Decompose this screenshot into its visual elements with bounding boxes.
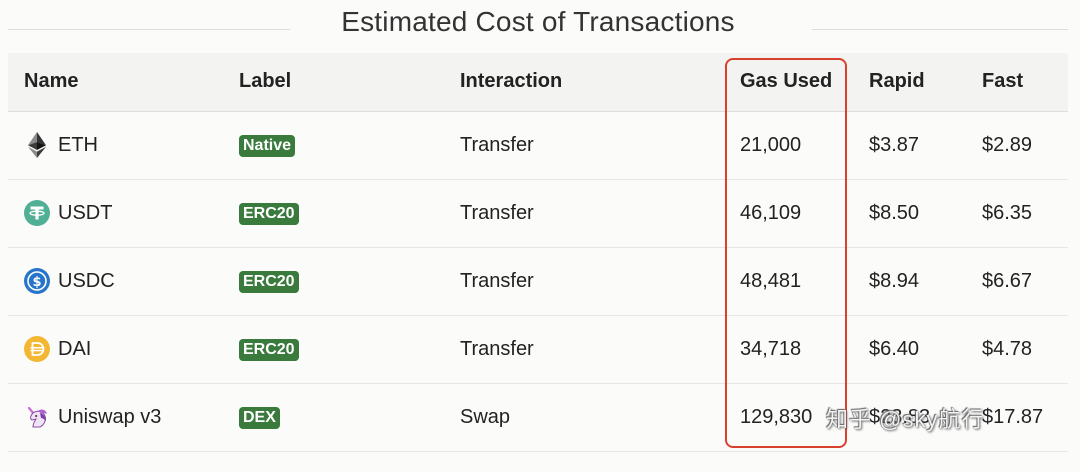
usdt-icon <box>24 200 50 226</box>
column-header-rapid: Rapid <box>853 53 966 112</box>
fast-cell: $6.35 <box>966 179 1068 248</box>
title-divider-right <box>812 29 1068 30</box>
token-name: USDC <box>58 269 115 292</box>
dai-icon <box>24 336 50 362</box>
rapid-cell: $8.50 <box>853 179 966 248</box>
label-cell: ERC20 <box>223 247 444 316</box>
table-row: $ USDC ERC20 Transfer 48,481 $8.94 $6.67 <box>8 247 1068 316</box>
label-badge: ERC20 <box>239 339 299 361</box>
fast-cell: $17.87 <box>966 383 1068 452</box>
label-badge: DEX <box>239 407 280 429</box>
rapid-cell: $3.87 <box>853 111 966 180</box>
interaction-cell: Transfer <box>444 179 724 248</box>
label-badge: ERC20 <box>239 203 299 225</box>
transaction-cost-table: Name Label Interaction Gas Used Rapid Fa… <box>8 53 1068 452</box>
fast-cell: $4.78 <box>966 315 1068 384</box>
unicorn-icon <box>24 404 50 430</box>
column-header-gas-used: Gas Used <box>724 53 853 112</box>
column-header-label: Label <box>223 53 444 112</box>
title-row: Estimated Cost of Transactions <box>8 0 1068 48</box>
name-cell: USDT <box>8 179 223 248</box>
label-cell: Native <box>223 111 444 180</box>
table-row: DAI ERC20 Transfer 34,718 $6.40 $4.78 <box>8 315 1068 384</box>
page-title: Estimated Cost of Transactions <box>341 6 735 37</box>
interaction-cell: Swap <box>444 383 724 452</box>
rapid-cell: $6.40 <box>853 315 966 384</box>
fast-cell: $2.89 <box>966 111 1068 180</box>
name-cell: Uniswap v3 <box>8 383 223 452</box>
name-cell: ETH <box>8 111 223 180</box>
rapid-cell: $23.83 <box>853 383 966 452</box>
label-badge: ERC20 <box>239 271 299 293</box>
gas-used-cell: 21,000 <box>724 111 853 180</box>
column-header-name: Name <box>8 53 223 112</box>
label-cell: ERC20 <box>223 179 444 248</box>
table-row: Uniswap v3 DEX Swap 129,830 $23.83 $17.8… <box>8 383 1068 452</box>
rapid-cell: $8.94 <box>853 247 966 316</box>
interaction-cell: Transfer <box>444 247 724 316</box>
gas-used-cell: 34,718 <box>724 315 853 384</box>
interaction-cell: Transfer <box>444 315 724 384</box>
eth-icon <box>24 132 50 158</box>
table-row: ETH Native Transfer 21,000 $3.87 $2.89 <box>8 111 1068 180</box>
name-cell: $ USDC <box>8 247 223 316</box>
gas-used-cell: 46,109 <box>724 179 853 248</box>
table-header-row: Name Label Interaction Gas Used Rapid Fa… <box>8 53 1068 112</box>
label-cell: ERC20 <box>223 315 444 384</box>
fast-cell: $6.67 <box>966 247 1068 316</box>
svg-text:$: $ <box>32 275 41 290</box>
token-name: Uniswap v3 <box>58 405 162 428</box>
gas-used-cell: 129,830 <box>724 383 853 452</box>
column-header-interaction: Interaction <box>444 53 724 112</box>
title-divider-left <box>8 29 290 30</box>
interaction-cell: Transfer <box>444 111 724 180</box>
token-name: USDT <box>58 201 113 224</box>
column-header-fast: Fast <box>966 53 1068 112</box>
label-cell: DEX <box>223 383 444 452</box>
gas-used-cell: 48,481 <box>724 247 853 316</box>
token-name: ETH <box>58 133 98 156</box>
token-name: DAI <box>58 337 92 360</box>
usdc-icon: $ <box>24 268 50 294</box>
table-row: USDT ERC20 Transfer 46,109 $8.50 $6.35 <box>8 179 1068 248</box>
name-cell: DAI <box>8 315 223 384</box>
label-badge: Native <box>239 135 296 157</box>
